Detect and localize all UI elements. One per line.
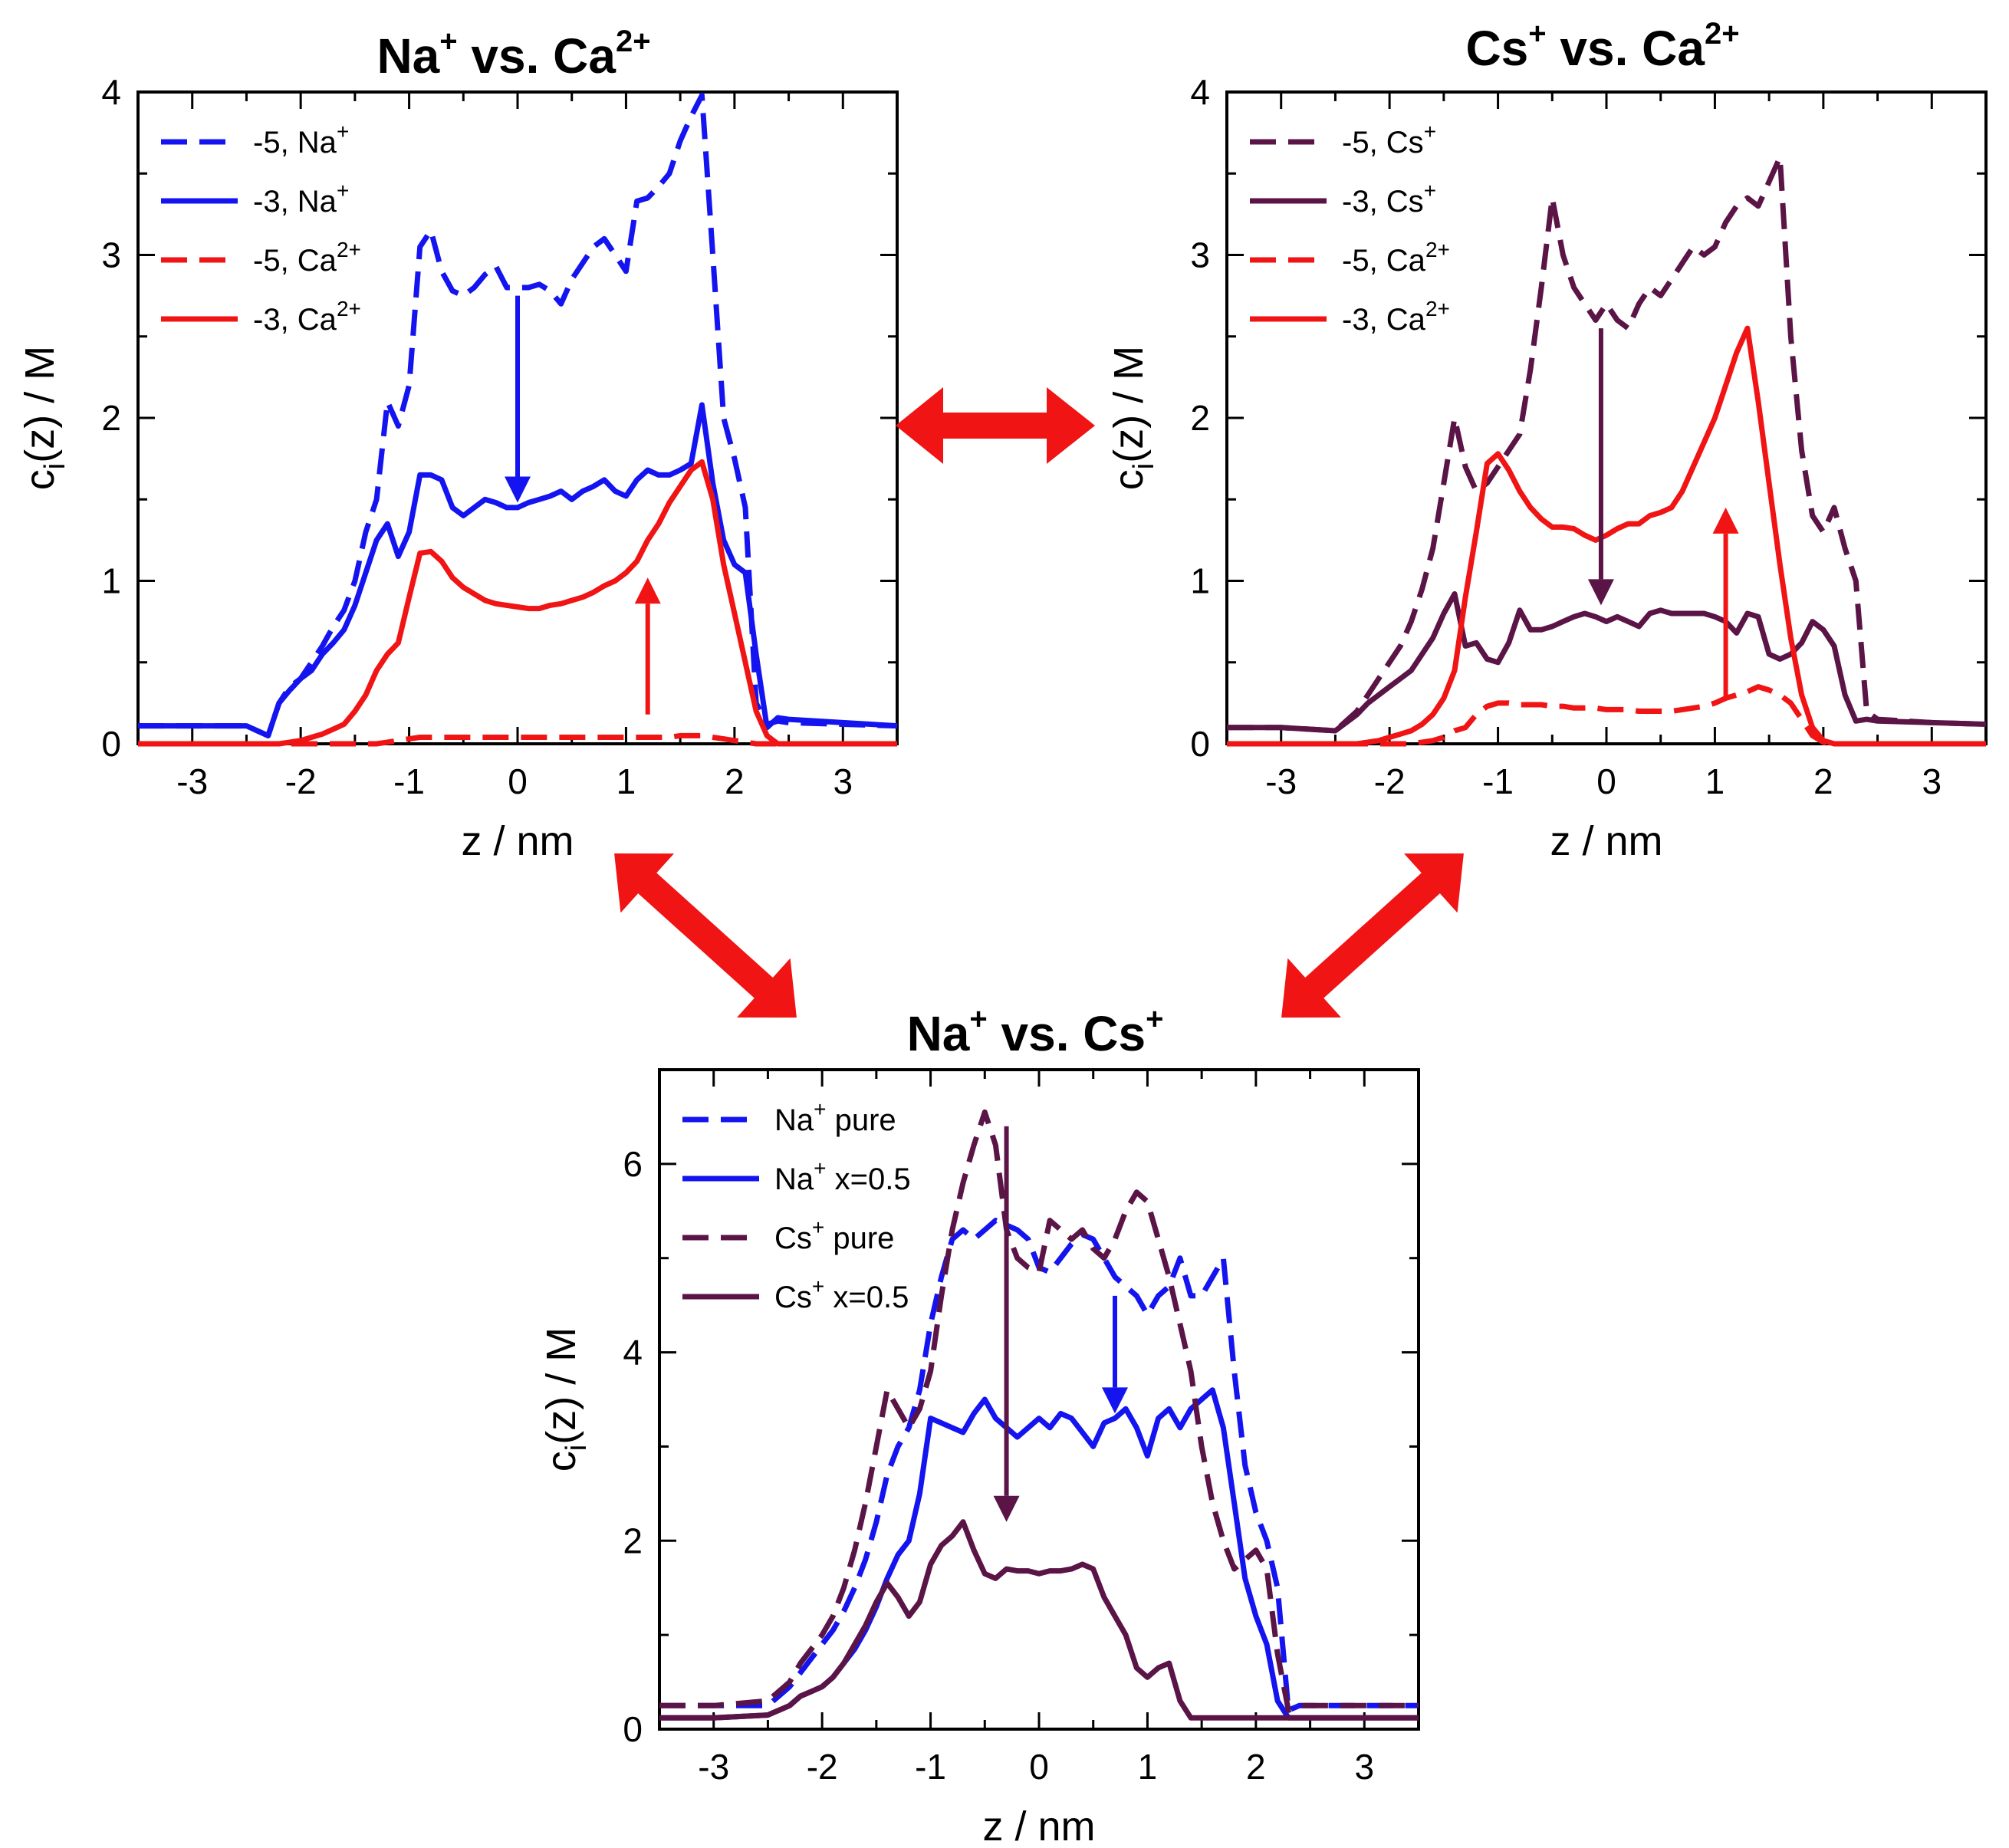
y-tick-label: 2 xyxy=(101,398,121,438)
double-arrow-right-diagonal xyxy=(1281,853,1464,1018)
series-layer xyxy=(659,1109,1419,1721)
y-tick-label: 0 xyxy=(623,1709,643,1749)
series-line-1 xyxy=(138,402,898,738)
y-tick-label: 0 xyxy=(101,724,121,764)
series-line-0 xyxy=(659,1218,1419,1713)
arrow-head xyxy=(505,476,531,503)
legend-label: Cs+ pure xyxy=(774,1215,894,1255)
panel-na-vs-cs: Na+ vs. Cs+ -3 -2 -1 0 1 2 3 0 2 4 6 Na+ pure Na+ x… xyxy=(538,1002,1420,1848)
arrow-head xyxy=(634,577,661,604)
series-line-0 xyxy=(138,92,898,738)
annotation-arrows xyxy=(505,295,661,715)
x-axis-label: z / nm xyxy=(461,818,574,864)
x-tick-label: -2 xyxy=(285,761,317,801)
y-axis-label: ci(z) / M xyxy=(17,346,71,490)
panel-title: Na+ vs. Ca2+ xyxy=(376,25,650,84)
arrow-head xyxy=(1587,579,1614,606)
x-tick-label: 1 xyxy=(617,761,636,801)
tick-marks: -3 -2 -1 0 1 2 3 0 1 2 3 4 xyxy=(101,72,899,801)
x-tick-label: 2 xyxy=(725,761,745,801)
legend-label: -3, Na+ xyxy=(253,179,349,219)
y-tick-label: 3 xyxy=(1190,235,1210,275)
x-tick-label: -1 xyxy=(915,1747,946,1787)
x-tick-label: 1 xyxy=(1138,1747,1158,1787)
x-tick-label: 0 xyxy=(1029,1747,1049,1787)
double-arrow-left-diagonal xyxy=(614,853,797,1018)
x-tick-label: -3 xyxy=(176,761,208,801)
legend-label: -3, Ca2+ xyxy=(1342,297,1450,337)
series-layer xyxy=(1227,154,1987,747)
y-tick-label: 2 xyxy=(1190,398,1210,438)
panel-na-vs-ca: Na+ vs. Ca2+ -3 -2 -1 0 1 2 3 0 1 2 3 4 -5, Na+ -3, … xyxy=(17,25,899,864)
x-tick-label: 3 xyxy=(833,761,853,801)
legend-label: Na+ pure xyxy=(774,1097,896,1137)
x-tick-label: -1 xyxy=(393,761,425,801)
series-line-1 xyxy=(1227,591,1987,734)
x-axis-label: z / nm xyxy=(1550,818,1662,864)
tick-marks: -3 -2 -1 0 1 2 3 0 2 4 6 xyxy=(623,1068,1420,1787)
arrow-head xyxy=(1712,507,1739,534)
series-line-3 xyxy=(1227,325,1986,747)
legend-label: -5, Ca2+ xyxy=(1342,238,1450,278)
x-tick-label: 0 xyxy=(1596,761,1616,801)
y-axis-label: ci(z) / M xyxy=(538,1327,593,1471)
legend: Na+ pure Na+ x=0.5 Cs+ pure Cs+ x=0.5 xyxy=(682,1097,911,1314)
series-line-2 xyxy=(138,732,897,747)
arrow-head xyxy=(993,1495,1020,1522)
series-layer xyxy=(138,92,898,747)
y-tick-label: 4 xyxy=(101,72,121,112)
connector-arrows xyxy=(614,387,1464,1018)
tick-marks: -3 -2 -1 0 1 2 3 0 1 2 3 4 xyxy=(1190,72,1988,801)
series-line-2 xyxy=(659,1109,1419,1713)
legend-label: -5, Na+ xyxy=(253,120,349,159)
arrow-head xyxy=(1102,1387,1128,1414)
panel-title: Na+ vs. Cs+ xyxy=(907,1002,1164,1061)
annotation-arrows xyxy=(1587,328,1739,699)
legend-label: -3, Ca2+ xyxy=(253,297,361,337)
y-tick-label: 0 xyxy=(1190,724,1210,764)
legend-label: Cs+ x=0.5 xyxy=(774,1274,909,1314)
x-tick-label: -1 xyxy=(1482,761,1514,801)
x-axis-label: z / nm xyxy=(982,1804,1095,1848)
series-line-3 xyxy=(138,459,897,747)
panel-title: Cs+ vs. Ca2+ xyxy=(1465,17,1739,76)
panel-cs-vs-ca: Cs+ vs. Ca2+ -3 -2 -1 0 1 2 3 0 1 2 3 4 -5, Cs+ -3, … xyxy=(1106,17,1988,864)
series-line-3 xyxy=(659,1519,1419,1721)
legend: -5, Na+ -3, Na+ -5, Ca2+ -3, Ca2+ xyxy=(161,120,361,337)
x-tick-label: 2 xyxy=(1246,1747,1266,1787)
plot-frame xyxy=(1225,90,1988,745)
annotation-arrows xyxy=(993,1126,1128,1522)
x-tick-label: -3 xyxy=(698,1747,729,1787)
plot-frame xyxy=(658,1068,1420,1731)
x-tick-label: -2 xyxy=(807,1747,838,1787)
x-tick-label: -2 xyxy=(1374,761,1406,801)
legend-label: -5, Ca2+ xyxy=(253,238,361,278)
x-tick-label: 0 xyxy=(508,761,528,801)
y-tick-label: 4 xyxy=(1190,72,1210,112)
legend-label: -3, Cs+ xyxy=(1342,179,1436,219)
legend-label: Na+ x=0.5 xyxy=(774,1156,911,1196)
legend-label: -5, Cs+ xyxy=(1342,120,1436,159)
x-tick-label: -3 xyxy=(1265,761,1297,801)
series-line-1 xyxy=(659,1387,1419,1721)
series-line-2 xyxy=(1227,684,1986,747)
y-axis-label: ci(z) / M xyxy=(1106,346,1160,490)
legend: -5, Cs+ -3, Cs+ -5, Ca2+ -3, Ca2+ xyxy=(1250,120,1450,337)
x-tick-label: 3 xyxy=(1354,1747,1374,1787)
y-tick-label: 3 xyxy=(101,235,121,275)
y-tick-label: 6 xyxy=(623,1144,643,1184)
y-tick-label: 1 xyxy=(1190,561,1210,601)
x-tick-label: 1 xyxy=(1705,761,1725,801)
series-line-0 xyxy=(1227,154,1987,734)
y-tick-label: 1 xyxy=(101,561,121,601)
double-arrow-horizontal xyxy=(896,387,1095,464)
x-tick-label: 2 xyxy=(1813,761,1833,801)
x-tick-label: 3 xyxy=(1922,761,1942,801)
y-tick-label: 4 xyxy=(623,1333,643,1373)
y-tick-label: 2 xyxy=(623,1521,643,1560)
